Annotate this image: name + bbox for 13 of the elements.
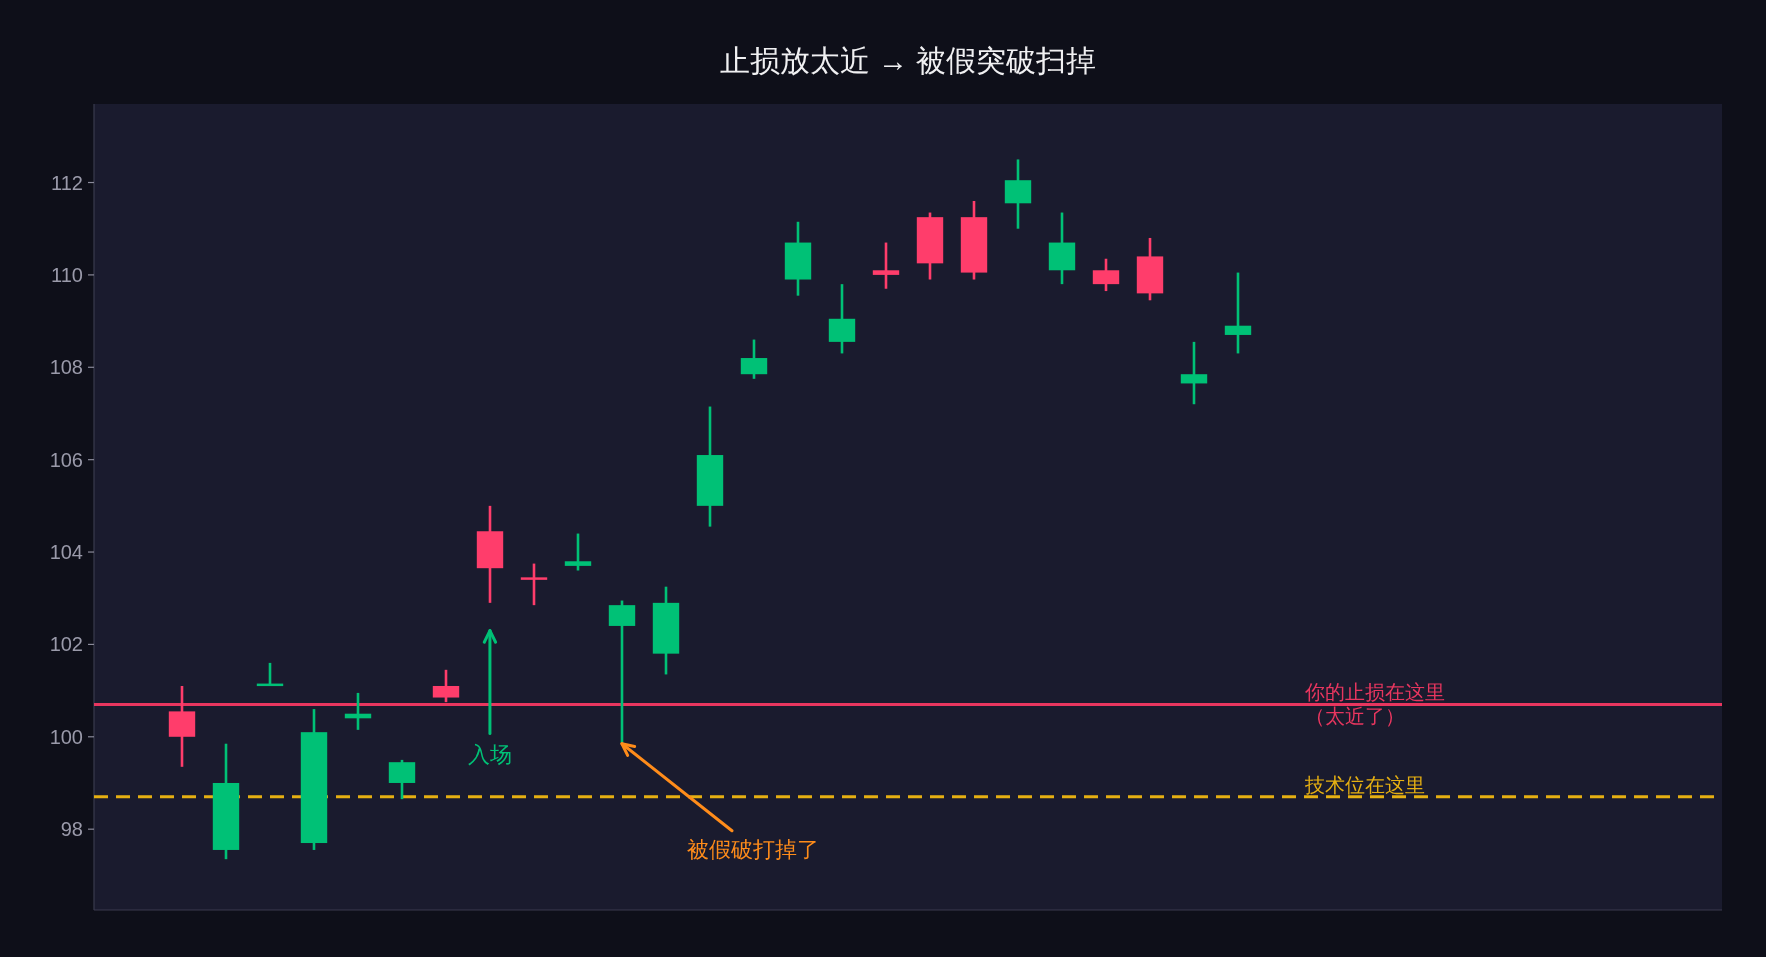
y-tick-label: 106 (49, 448, 83, 471)
y-tick-label: 108 (49, 356, 83, 379)
y-tick-label: 102 (49, 633, 83, 656)
chart-title: 止损放太近 → 被假突破扫掉 (719, 44, 1097, 77)
y-tick-label: 112 (51, 171, 83, 194)
y-tick-label: 104 (49, 541, 83, 564)
y-tick-label: 98 (60, 818, 83, 841)
y-tick-label: 100 (49, 725, 83, 748)
ref-line-label: 你的止损在这里（太近了） (1304, 681, 1446, 728)
ref-line-label: 技术位在这里 (1304, 773, 1426, 796)
y-tick-label: 110 (51, 263, 83, 286)
annotation: 入场 (467, 742, 512, 768)
annotation: 被假破打掉了 (686, 837, 819, 863)
